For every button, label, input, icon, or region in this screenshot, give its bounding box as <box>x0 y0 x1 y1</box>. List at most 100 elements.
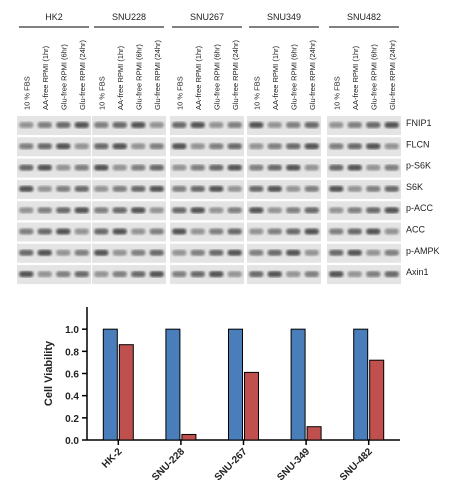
band <box>227 122 242 128</box>
lane-label: 10 % FBS <box>97 76 106 110</box>
band <box>267 249 282 256</box>
lane-label: Glu-free RPMI (24hr) <box>308 39 317 110</box>
bar <box>102 328 118 441</box>
band <box>56 271 71 278</box>
band <box>172 228 187 235</box>
x-tick-label: SNU-267 <box>213 446 250 483</box>
band <box>366 207 381 214</box>
band <box>347 122 362 128</box>
band <box>384 143 399 150</box>
band <box>131 207 146 214</box>
band <box>94 122 109 128</box>
band <box>249 143 264 150</box>
blot-panel <box>92 201 166 221</box>
lane-label: AA-free RPMI (1hr) <box>194 45 203 110</box>
lane-label: Glu-free RPMI (6hr) <box>134 44 143 110</box>
blot-panel <box>170 179 244 199</box>
band <box>384 249 399 256</box>
band <box>94 207 109 214</box>
blot-panel <box>247 243 321 263</box>
blot-panel <box>92 243 166 263</box>
bar <box>228 328 243 441</box>
band <box>267 271 282 278</box>
band <box>190 271 205 278</box>
band <box>366 271 381 278</box>
band <box>149 207 164 214</box>
blot-panel <box>327 137 401 157</box>
y-tick-label: 0.2 <box>65 414 79 425</box>
band <box>74 164 89 171</box>
band <box>227 143 242 150</box>
band <box>304 228 319 235</box>
band <box>190 143 205 150</box>
band <box>249 228 264 235</box>
band <box>366 185 381 192</box>
band <box>267 122 282 128</box>
protein-label: ACC <box>406 225 426 235</box>
band <box>366 164 381 171</box>
band <box>329 122 344 128</box>
band <box>304 249 319 256</box>
band <box>74 228 89 235</box>
band <box>37 207 52 214</box>
band <box>227 228 242 235</box>
protein-label: p-S6K <box>406 161 431 171</box>
band <box>329 143 344 150</box>
band <box>74 249 89 256</box>
x-tick-label: SNU-228 <box>150 446 187 483</box>
blot-panel <box>170 222 244 242</box>
cell-line-label: SNU267 <box>190 12 224 22</box>
band <box>209 271 224 278</box>
band <box>149 164 164 171</box>
y-tick-label: 0.0 <box>65 436 79 447</box>
band <box>190 249 205 256</box>
blot-panel <box>170 158 244 178</box>
protein-label: p-ACC <box>406 203 434 213</box>
blot-panel <box>170 116 244 135</box>
blot-panel <box>92 158 166 178</box>
band <box>149 185 164 192</box>
band <box>74 207 89 214</box>
blot-panel <box>247 179 321 199</box>
band <box>347 143 362 150</box>
band <box>227 207 242 214</box>
band <box>267 164 282 171</box>
band <box>286 164 301 171</box>
band <box>172 185 187 192</box>
band <box>209 122 224 128</box>
band <box>56 143 71 150</box>
blot-panel <box>92 179 166 199</box>
band <box>209 207 224 214</box>
blot-panel <box>247 265 321 285</box>
band <box>37 228 52 235</box>
band <box>329 164 344 171</box>
band <box>112 249 127 256</box>
blot-panel <box>17 201 91 221</box>
lane-label: Glu-free RPMI (6hr) <box>59 44 68 110</box>
band <box>286 143 301 150</box>
band <box>329 185 344 192</box>
band <box>19 185 34 192</box>
blot-panel <box>170 243 244 263</box>
band <box>37 143 52 150</box>
band <box>329 228 344 235</box>
band <box>149 249 164 256</box>
blot-panel <box>170 137 244 157</box>
lane-label: Glu-free RPMI (6hr) <box>369 44 378 110</box>
band <box>149 271 164 278</box>
band <box>94 185 109 192</box>
cell-line-label: SNU482 <box>347 12 381 22</box>
band <box>304 143 319 150</box>
band <box>94 228 109 235</box>
blot-panel <box>327 116 401 135</box>
y-tick-label: 1.0 <box>65 325 79 336</box>
band <box>94 249 109 256</box>
band <box>329 207 344 214</box>
band <box>74 122 89 128</box>
band <box>209 249 224 256</box>
band <box>329 271 344 278</box>
band <box>37 249 52 256</box>
band <box>149 228 164 235</box>
band <box>384 122 399 128</box>
